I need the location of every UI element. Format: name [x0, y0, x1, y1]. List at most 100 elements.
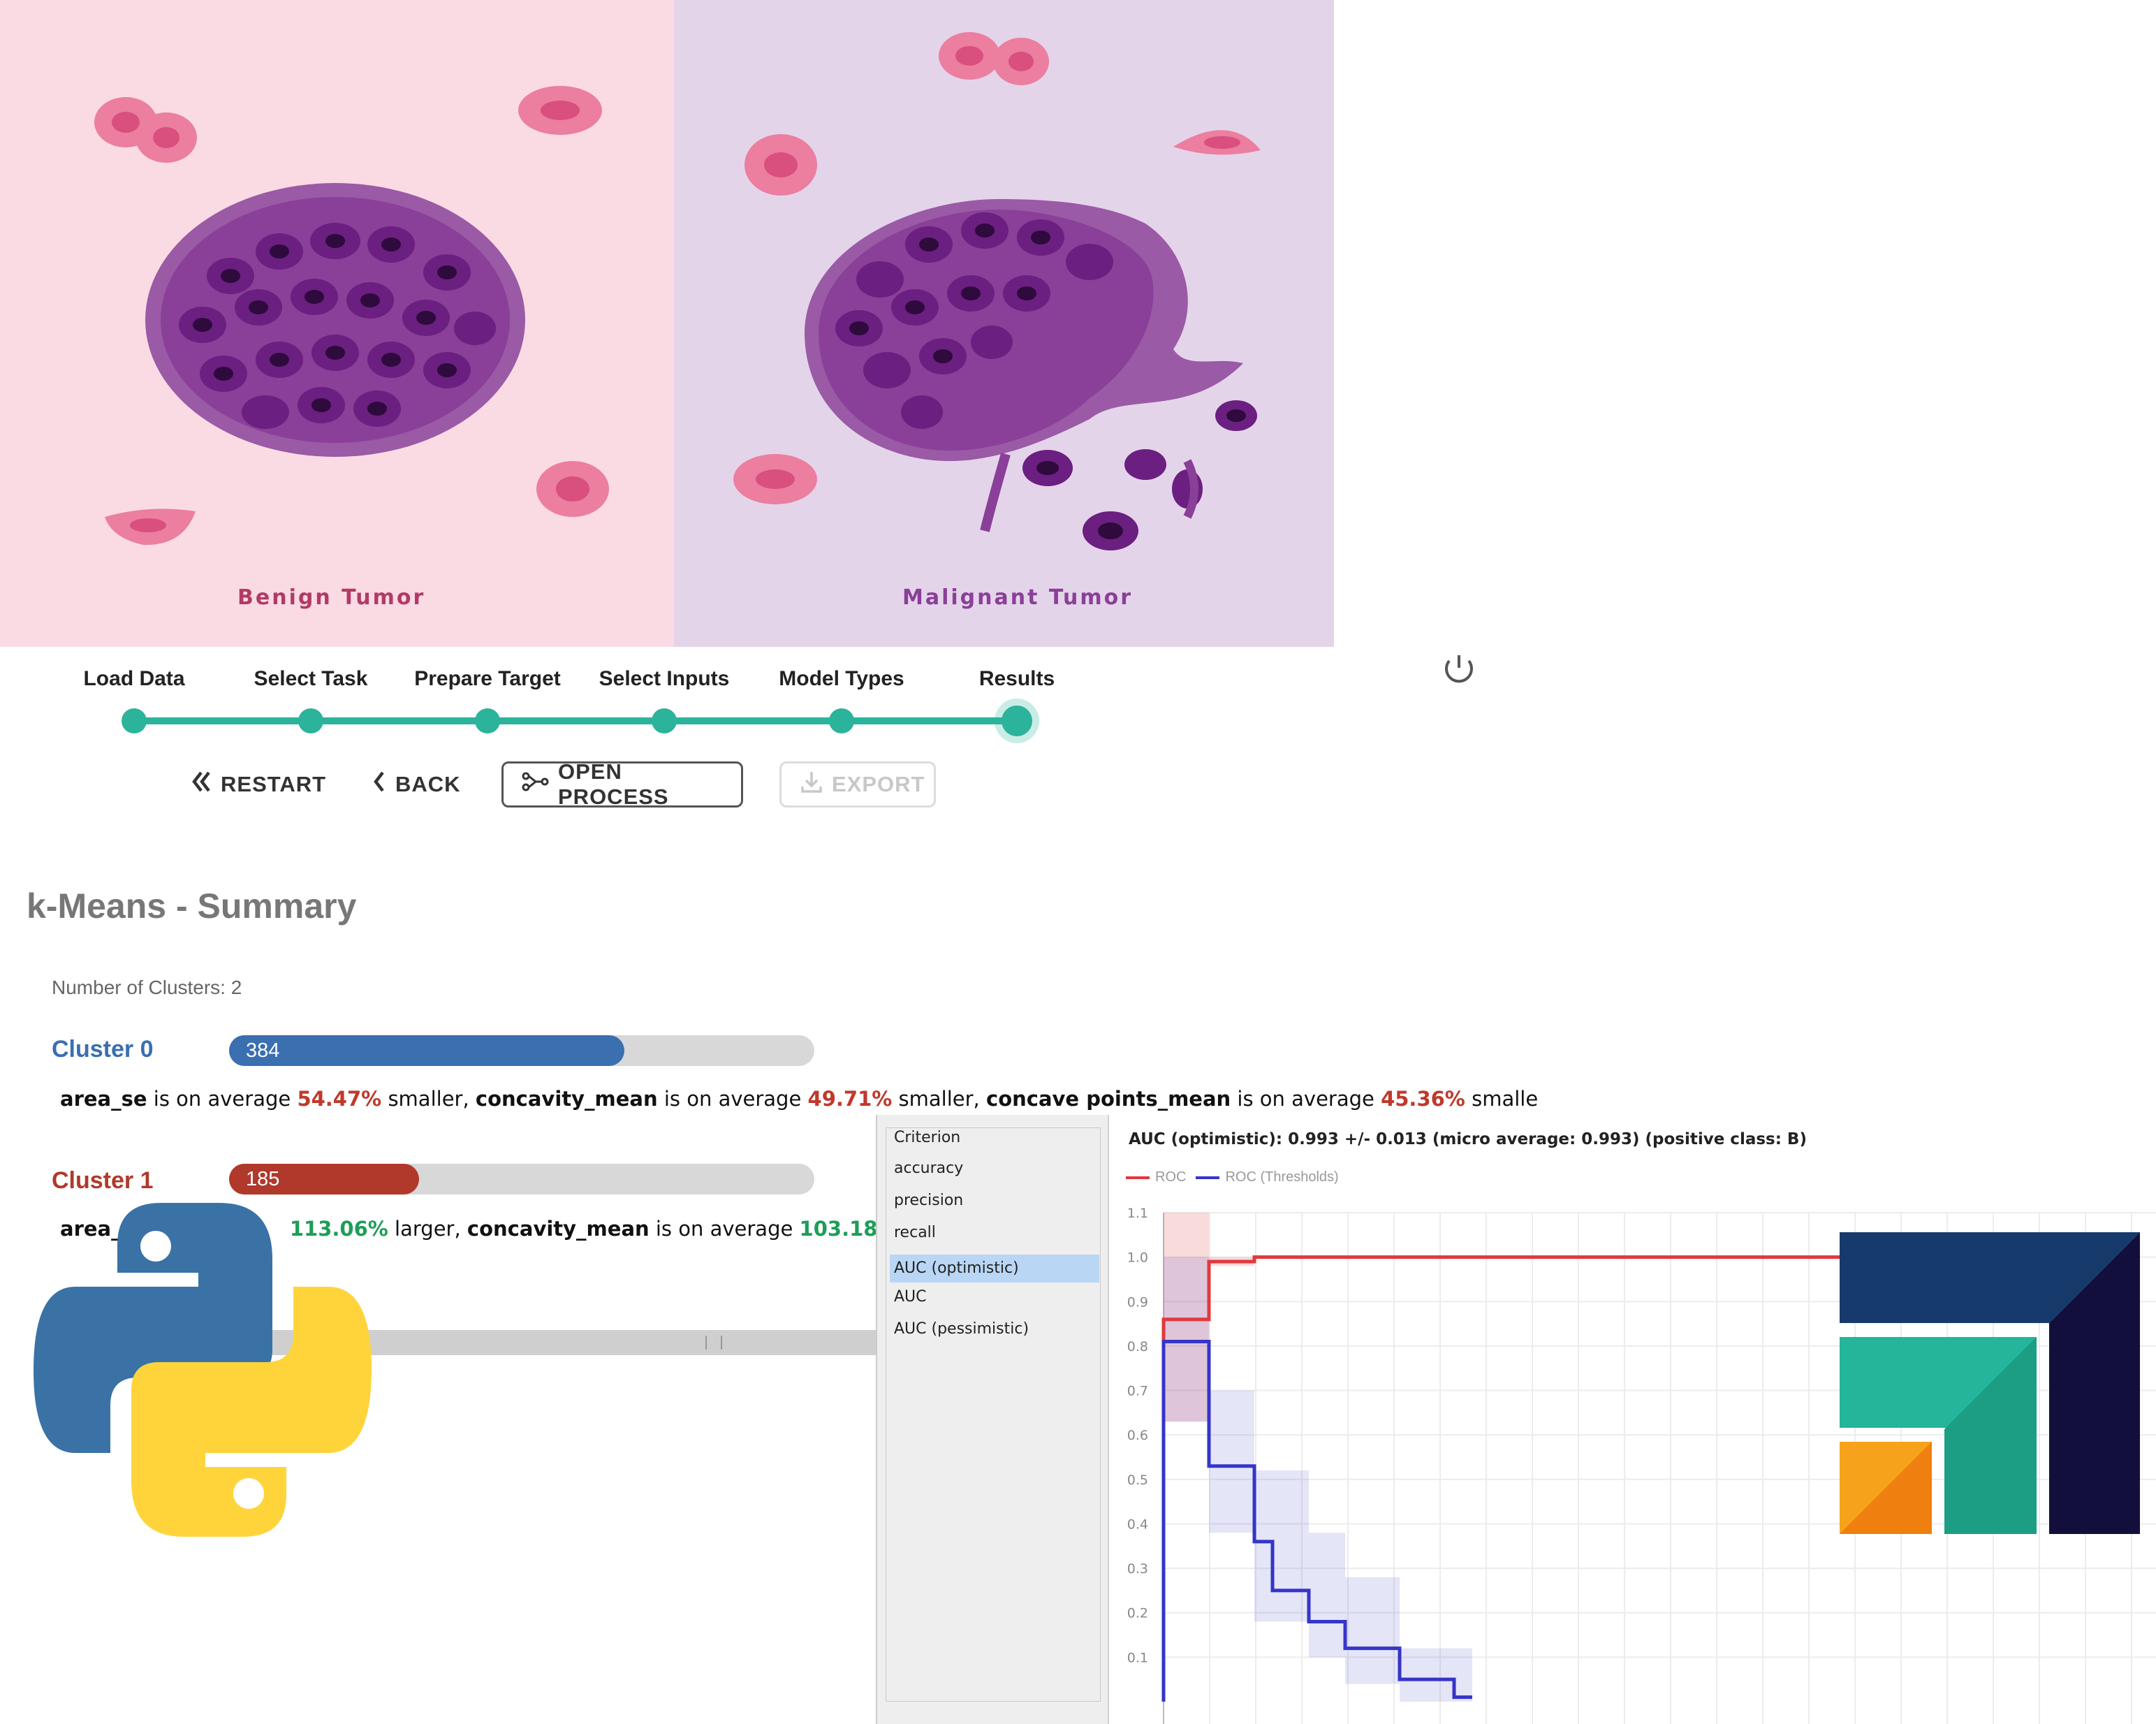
desc-text: smaller,: [381, 1087, 476, 1111]
y-tick-label: 0.5: [1127, 1473, 1148, 1488]
series-line-roc-thresholds: [1161, 1340, 1472, 1702]
desc-text: smaller,: [892, 1087, 986, 1111]
criterion-item-auc[interactable]: AUC: [894, 1288, 927, 1306]
criterion-item-accuracy[interactable]: accuracy: [894, 1160, 964, 1177]
red-cell-icon: [94, 86, 609, 546]
step-dot-results[interactable]: [1002, 706, 1032, 736]
thresholds-confidence-band: [1309, 1533, 1345, 1658]
roc-legend: ROC ROC (Thresholds): [1126, 1169, 1339, 1185]
cluster-0-label: Cluster 0: [52, 1036, 154, 1062]
series-line-roc: [1161, 1255, 2071, 1702]
cluster-0-description: area_se is on average 54.47% smaller, co…: [60, 1087, 1538, 1111]
legend-label-roc: ROC: [1155, 1169, 1187, 1185]
roc-headline: AUC (optimistic): 0.993 +/- 0.013 (micro…: [1129, 1130, 1807, 1148]
power-icon[interactable]: [1442, 652, 1476, 688]
cluster-0-bar-track: 384: [229, 1035, 814, 1066]
desc-text: is on average: [1231, 1087, 1381, 1111]
criterion-item-auc-optimistic[interactable]: AUC (optimistic): [890, 1255, 1099, 1283]
y-tick-label: 0.7: [1127, 1384, 1148, 1399]
back-label: BACK: [395, 772, 461, 796]
y-tick-label: 1.1: [1127, 1206, 1148, 1221]
cluster-0-count: 384: [246, 1039, 280, 1062]
scrollbar-grip-icon: [705, 1336, 722, 1350]
kmeans-summary-title: k-Means - Summary: [27, 886, 357, 926]
y-tick-label: 0.8: [1127, 1339, 1148, 1354]
criterion-list: Criterion accuracy precision recall AUC …: [877, 1115, 1109, 1724]
brand-logo: [1840, 1232, 2140, 1537]
y-tick-label: 0.4: [1127, 1517, 1148, 1532]
open-process-label: OPEN PROCESS: [558, 759, 669, 809]
roc-panel: Criterion accuracy precision recall AUC …: [876, 1115, 2156, 1724]
criterion-group-box: [886, 1127, 1101, 1702]
criterion-header: Criterion: [890, 1129, 965, 1146]
y-tick-label: 1.0: [1127, 1250, 1148, 1266]
cluster-0-bar: 384: [229, 1035, 624, 1066]
thresholds-confidence-band: [1345, 1577, 1400, 1684]
restart-button[interactable]: RESTART: [190, 761, 326, 808]
step-load-data[interactable]: Load Data: [83, 667, 185, 690]
legend-swatch-thresholds: [1196, 1176, 1220, 1179]
python-logo: [34, 1203, 372, 1540]
attr-name: concave points_mean: [986, 1087, 1231, 1111]
malignant-tumor-icon: [804, 199, 1257, 550]
thresholds-confidence-band: [1164, 1257, 1209, 1422]
thresholds-confidence-band: [1254, 1470, 1309, 1622]
desc-text: larger,: [388, 1217, 467, 1241]
chevron-left-icon: [372, 770, 387, 799]
desc-text: is on average: [649, 1217, 800, 1241]
step-model-types[interactable]: Model Types: [779, 667, 904, 690]
y-tick-label: 0.3: [1127, 1561, 1148, 1577]
thresholds-confidence-band: [1209, 1390, 1254, 1533]
pct-smaller: 45.36%: [1381, 1087, 1465, 1111]
tumor-illustration-art: [0, 0, 1334, 647]
roc-confidence-band: [1164, 1213, 1209, 1422]
process-icon: [522, 771, 550, 798]
step-select-task[interactable]: Select Task: [254, 667, 368, 690]
cluster-1-count: 185: [246, 1167, 280, 1190]
step-prepare-target[interactable]: Prepare Target: [414, 667, 561, 690]
benign-tumor-icon: [145, 183, 525, 457]
double-chevron-left-icon: [190, 770, 212, 799]
red-cell-icon: [733, 32, 1261, 504]
y-tick-label: 0.1: [1127, 1650, 1148, 1665]
criterion-item-auc-pessimistic[interactable]: AUC (pessimistic): [894, 1320, 1029, 1338]
desc-text: is on average: [147, 1087, 298, 1111]
step-results[interactable]: Results: [978, 667, 1055, 690]
malignant-tumor-label: Malignant Tumor: [902, 585, 1134, 610]
step-dot-select-task[interactable]: [298, 708, 323, 733]
restart-label: RESTART: [221, 772, 327, 796]
back-button[interactable]: BACK: [372, 761, 461, 808]
export-label: EXPORT: [832, 772, 925, 796]
thresholds-confidence-band: [1400, 1648, 1472, 1702]
attr-name: concavity_mean: [475, 1087, 658, 1111]
desc-text: is on average: [657, 1087, 808, 1111]
criterion-item-precision[interactable]: precision: [894, 1192, 964, 1209]
y-tick-label: 0.6: [1127, 1428, 1148, 1443]
legend-swatch-roc: [1126, 1176, 1150, 1179]
y-tick-label: 0.9: [1127, 1294, 1148, 1310]
brand-logo-icon: [1840, 1232, 2140, 1534]
num-clusters-label: Number of Clusters: 2: [52, 977, 242, 998]
attr-name: area_se: [60, 1087, 147, 1111]
step-select-inputs[interactable]: Select Inputs: [599, 667, 730, 690]
cluster-1-label: Cluster 1: [52, 1167, 154, 1194]
open-process-button[interactable]: OPEN PROCESS: [501, 759, 743, 809]
download-icon: [800, 770, 823, 799]
pct-smaller: 54.47%: [297, 1087, 382, 1111]
legend-label-thresholds: ROC (Thresholds): [1225, 1169, 1339, 1185]
cluster-1-bar: 185: [229, 1164, 420, 1195]
step-dot-select-inputs[interactable]: [652, 708, 677, 733]
pct-smaller: 49.71%: [807, 1087, 893, 1111]
cluster-1-bar-track: 185: [229, 1164, 814, 1195]
stepper-track: [133, 717, 1017, 724]
export-button[interactable]: EXPORT: [779, 761, 936, 808]
step-dot-prepare-target[interactable]: [475, 708, 500, 733]
pct-larger: 113.06%: [289, 1217, 388, 1241]
step-dot-model-types[interactable]: [829, 708, 854, 733]
attr-name: concavity_mean: [467, 1217, 650, 1241]
desc-text: smalle: [1465, 1087, 1539, 1111]
step-dot-load-data[interactable]: [122, 708, 147, 733]
criterion-item-recall[interactable]: recall: [894, 1224, 936, 1241]
y-tick-label: 0.2: [1127, 1606, 1148, 1621]
python-logo-icon: [34, 1203, 372, 1537]
